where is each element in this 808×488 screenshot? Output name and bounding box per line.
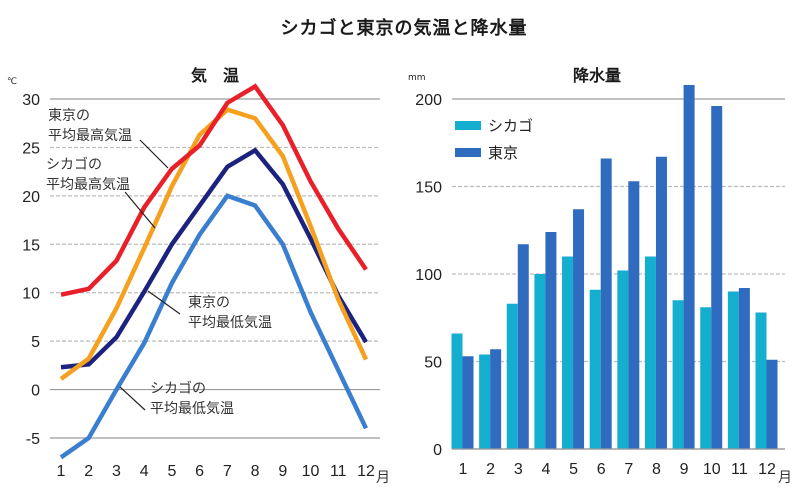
bar-chicago	[700, 307, 712, 449]
series-annotation: 平均最低気温	[150, 401, 234, 417]
bar-tokyo	[517, 244, 529, 449]
x-tick-label: 7	[223, 463, 232, 480]
bar-chicago	[479, 354, 491, 449]
bar-chicago	[589, 289, 601, 449]
bar-tokyo	[462, 356, 474, 449]
main-title: シカゴと東京の気温と降水量	[280, 18, 528, 39]
x-tick-label: 6	[597, 461, 606, 478]
bar-chicago	[755, 312, 767, 449]
x-unit-label: 月	[376, 470, 390, 486]
x-tick-label: 8	[251, 463, 260, 480]
temperature-title: 気 温	[191, 66, 239, 85]
bar-chicago	[727, 291, 739, 449]
legend-label-1: 東京	[488, 144, 518, 162]
annotation-leader-line	[119, 386, 146, 411]
precipitation-unit-label: mm	[408, 73, 426, 83]
series-annotation: 平均最高気温	[46, 176, 130, 193]
y-tick-label: 100	[415, 267, 442, 284]
temperature-unit-label: ℃	[7, 77, 17, 87]
bar-chicago	[451, 333, 463, 449]
x-tick-label: 12	[758, 461, 776, 478]
y-tick-label: 50	[424, 355, 442, 372]
series-annotation: 東京の	[48, 108, 90, 124]
annotation-leader-line	[124, 191, 156, 229]
x-tick-label: 9	[278, 463, 287, 480]
series-line-3	[59, 193, 369, 460]
y-tick-label: 150	[415, 180, 442, 197]
bar-tokyo	[600, 158, 612, 449]
y-tick-label: 5	[31, 334, 40, 351]
x-tick-label: 2	[84, 463, 93, 480]
y-tick-label: -5	[26, 431, 40, 448]
x-tick-label: 4	[541, 461, 550, 478]
series-line-0	[60, 83, 368, 297]
x-tick-label: 4	[140, 463, 149, 480]
y-tick-label: 0	[433, 442, 442, 459]
bar-chicago	[506, 303, 518, 449]
legend-label-0: シカゴ	[488, 117, 533, 135]
y-tick-label: 10	[22, 286, 40, 303]
bar-tokyo	[545, 232, 557, 449]
x-tick-label: 10	[302, 463, 320, 480]
x-tick-label: 9	[680, 461, 689, 478]
y-tick-label: 25	[22, 140, 40, 157]
bar-tokyo	[711, 106, 723, 449]
bar-chicago	[562, 256, 574, 449]
x-tick-label: 3	[514, 461, 523, 478]
bar-tokyo	[655, 156, 667, 449]
y-tick-label: 15	[22, 237, 40, 254]
series-annotation: シカゴの	[150, 380, 206, 397]
legend-swatch-1	[455, 148, 481, 157]
x-tick-label: 1	[459, 461, 468, 478]
x-tick-label: 5	[167, 463, 176, 480]
x-tick-label: 3	[112, 463, 121, 480]
series-annotation: シカゴの	[46, 156, 102, 173]
precipitation-title: 降水量	[573, 66, 621, 85]
y-tick-label: 200	[415, 92, 442, 109]
x-unit-label: 月	[778, 470, 792, 486]
y-tick-label: 0	[31, 383, 40, 400]
bar-chicago	[672, 300, 684, 449]
x-tick-label: 8	[652, 461, 661, 478]
x-tick-label: 12	[357, 463, 375, 480]
bar-tokyo	[628, 181, 640, 449]
bar-chicago	[617, 270, 629, 449]
y-tick-label: 20	[22, 189, 40, 206]
series-annotation: 平均最高気温	[48, 127, 132, 144]
bar-tokyo	[683, 85, 695, 449]
x-tick-label: 7	[624, 461, 633, 478]
x-tick-label: 11	[330, 463, 347, 480]
series-annotation: 東京の	[188, 295, 230, 311]
x-tick-label: 10	[703, 461, 721, 478]
y-tick-label: 30	[22, 92, 40, 109]
x-tick-label: 1	[57, 463, 66, 480]
bar-chicago	[534, 274, 546, 449]
x-tick-label: 11	[731, 461, 748, 478]
bar-tokyo	[490, 349, 502, 449]
x-tick-label: 2	[486, 461, 495, 478]
annotation-leader-line	[147, 290, 181, 315]
annotation-leader-line	[139, 139, 169, 169]
legend-swatch-0	[455, 121, 481, 130]
bar-tokyo	[738, 288, 750, 449]
bar-tokyo	[766, 359, 778, 449]
x-tick-label: 6	[195, 463, 204, 480]
bar-tokyo	[573, 209, 585, 449]
series-annotation: 平均最低気温	[188, 315, 272, 331]
x-tick-label: 5	[569, 461, 578, 478]
bar-chicago	[644, 256, 656, 449]
series-line-2	[60, 147, 368, 370]
